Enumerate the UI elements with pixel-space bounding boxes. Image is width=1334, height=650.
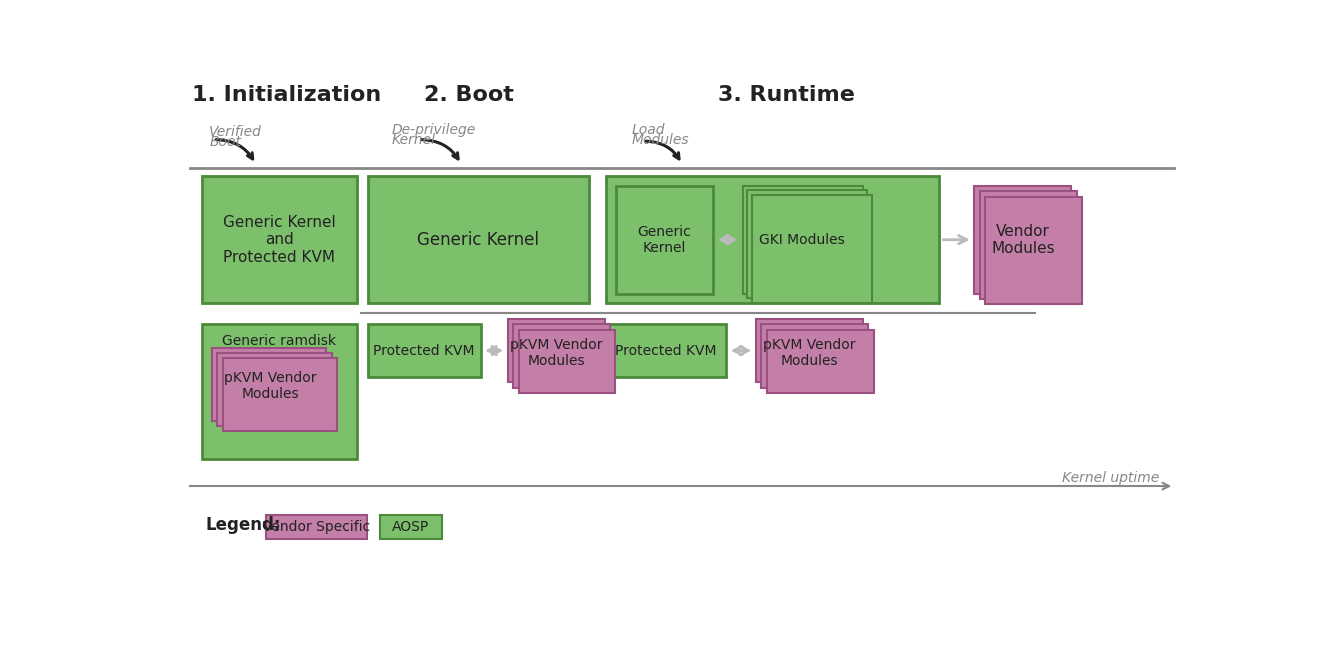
Text: Vendor Specific: Vendor Specific: [263, 520, 370, 534]
Bar: [519, 330, 615, 393]
Bar: [368, 324, 480, 377]
Text: 2. Boot: 2. Boot: [424, 85, 514, 105]
Bar: [616, 186, 714, 294]
Text: Legend:: Legend:: [205, 515, 281, 534]
Text: Kernel uptime: Kernel uptime: [1062, 471, 1159, 486]
Text: Modules: Modules: [632, 133, 690, 148]
Text: Protected KVM: Protected KVM: [374, 344, 475, 358]
Bar: [974, 186, 1071, 294]
Bar: [984, 196, 1082, 304]
Text: Protected KVM: Protected KVM: [615, 344, 716, 358]
Text: Generic ramdisk: Generic ramdisk: [223, 333, 336, 348]
Text: Kernel: Kernel: [391, 133, 435, 148]
Text: De-privilege: De-privilege: [391, 124, 476, 137]
Text: AOSP: AOSP: [392, 520, 430, 534]
Bar: [201, 176, 356, 303]
Bar: [752, 195, 872, 303]
Bar: [201, 324, 356, 459]
Text: 3. Runtime: 3. Runtime: [718, 85, 855, 105]
Bar: [212, 348, 327, 421]
Text: GKI Modules: GKI Modules: [759, 233, 846, 247]
Bar: [979, 191, 1077, 299]
Text: Boot: Boot: [209, 135, 241, 149]
Bar: [747, 190, 867, 298]
Text: Generic Kernel: Generic Kernel: [418, 231, 539, 249]
Bar: [380, 515, 442, 540]
Bar: [743, 186, 863, 294]
Bar: [368, 176, 590, 303]
Bar: [217, 353, 332, 426]
Text: Load: Load: [632, 124, 666, 137]
Text: Generic Kernel
and
Protected KVM: Generic Kernel and Protected KVM: [223, 214, 335, 265]
Text: Verified: Verified: [209, 125, 263, 139]
Text: pKVM Vendor
Modules: pKVM Vendor Modules: [224, 371, 317, 401]
Bar: [762, 324, 868, 387]
Bar: [606, 324, 726, 377]
Text: Generic
Kernel: Generic Kernel: [638, 225, 691, 255]
Bar: [606, 176, 939, 303]
Bar: [508, 319, 604, 382]
Bar: [767, 330, 874, 393]
Text: 1. Initialization: 1. Initialization: [192, 85, 382, 105]
Bar: [514, 324, 610, 387]
Text: pKVM Vendor
Modules: pKVM Vendor Modules: [511, 338, 603, 368]
Text: Vendor
Modules: Vendor Modules: [991, 224, 1055, 256]
Bar: [223, 358, 338, 432]
Bar: [756, 319, 863, 382]
Text: pKVM Vendor
Modules: pKVM Vendor Modules: [763, 338, 855, 368]
Bar: [265, 515, 367, 540]
